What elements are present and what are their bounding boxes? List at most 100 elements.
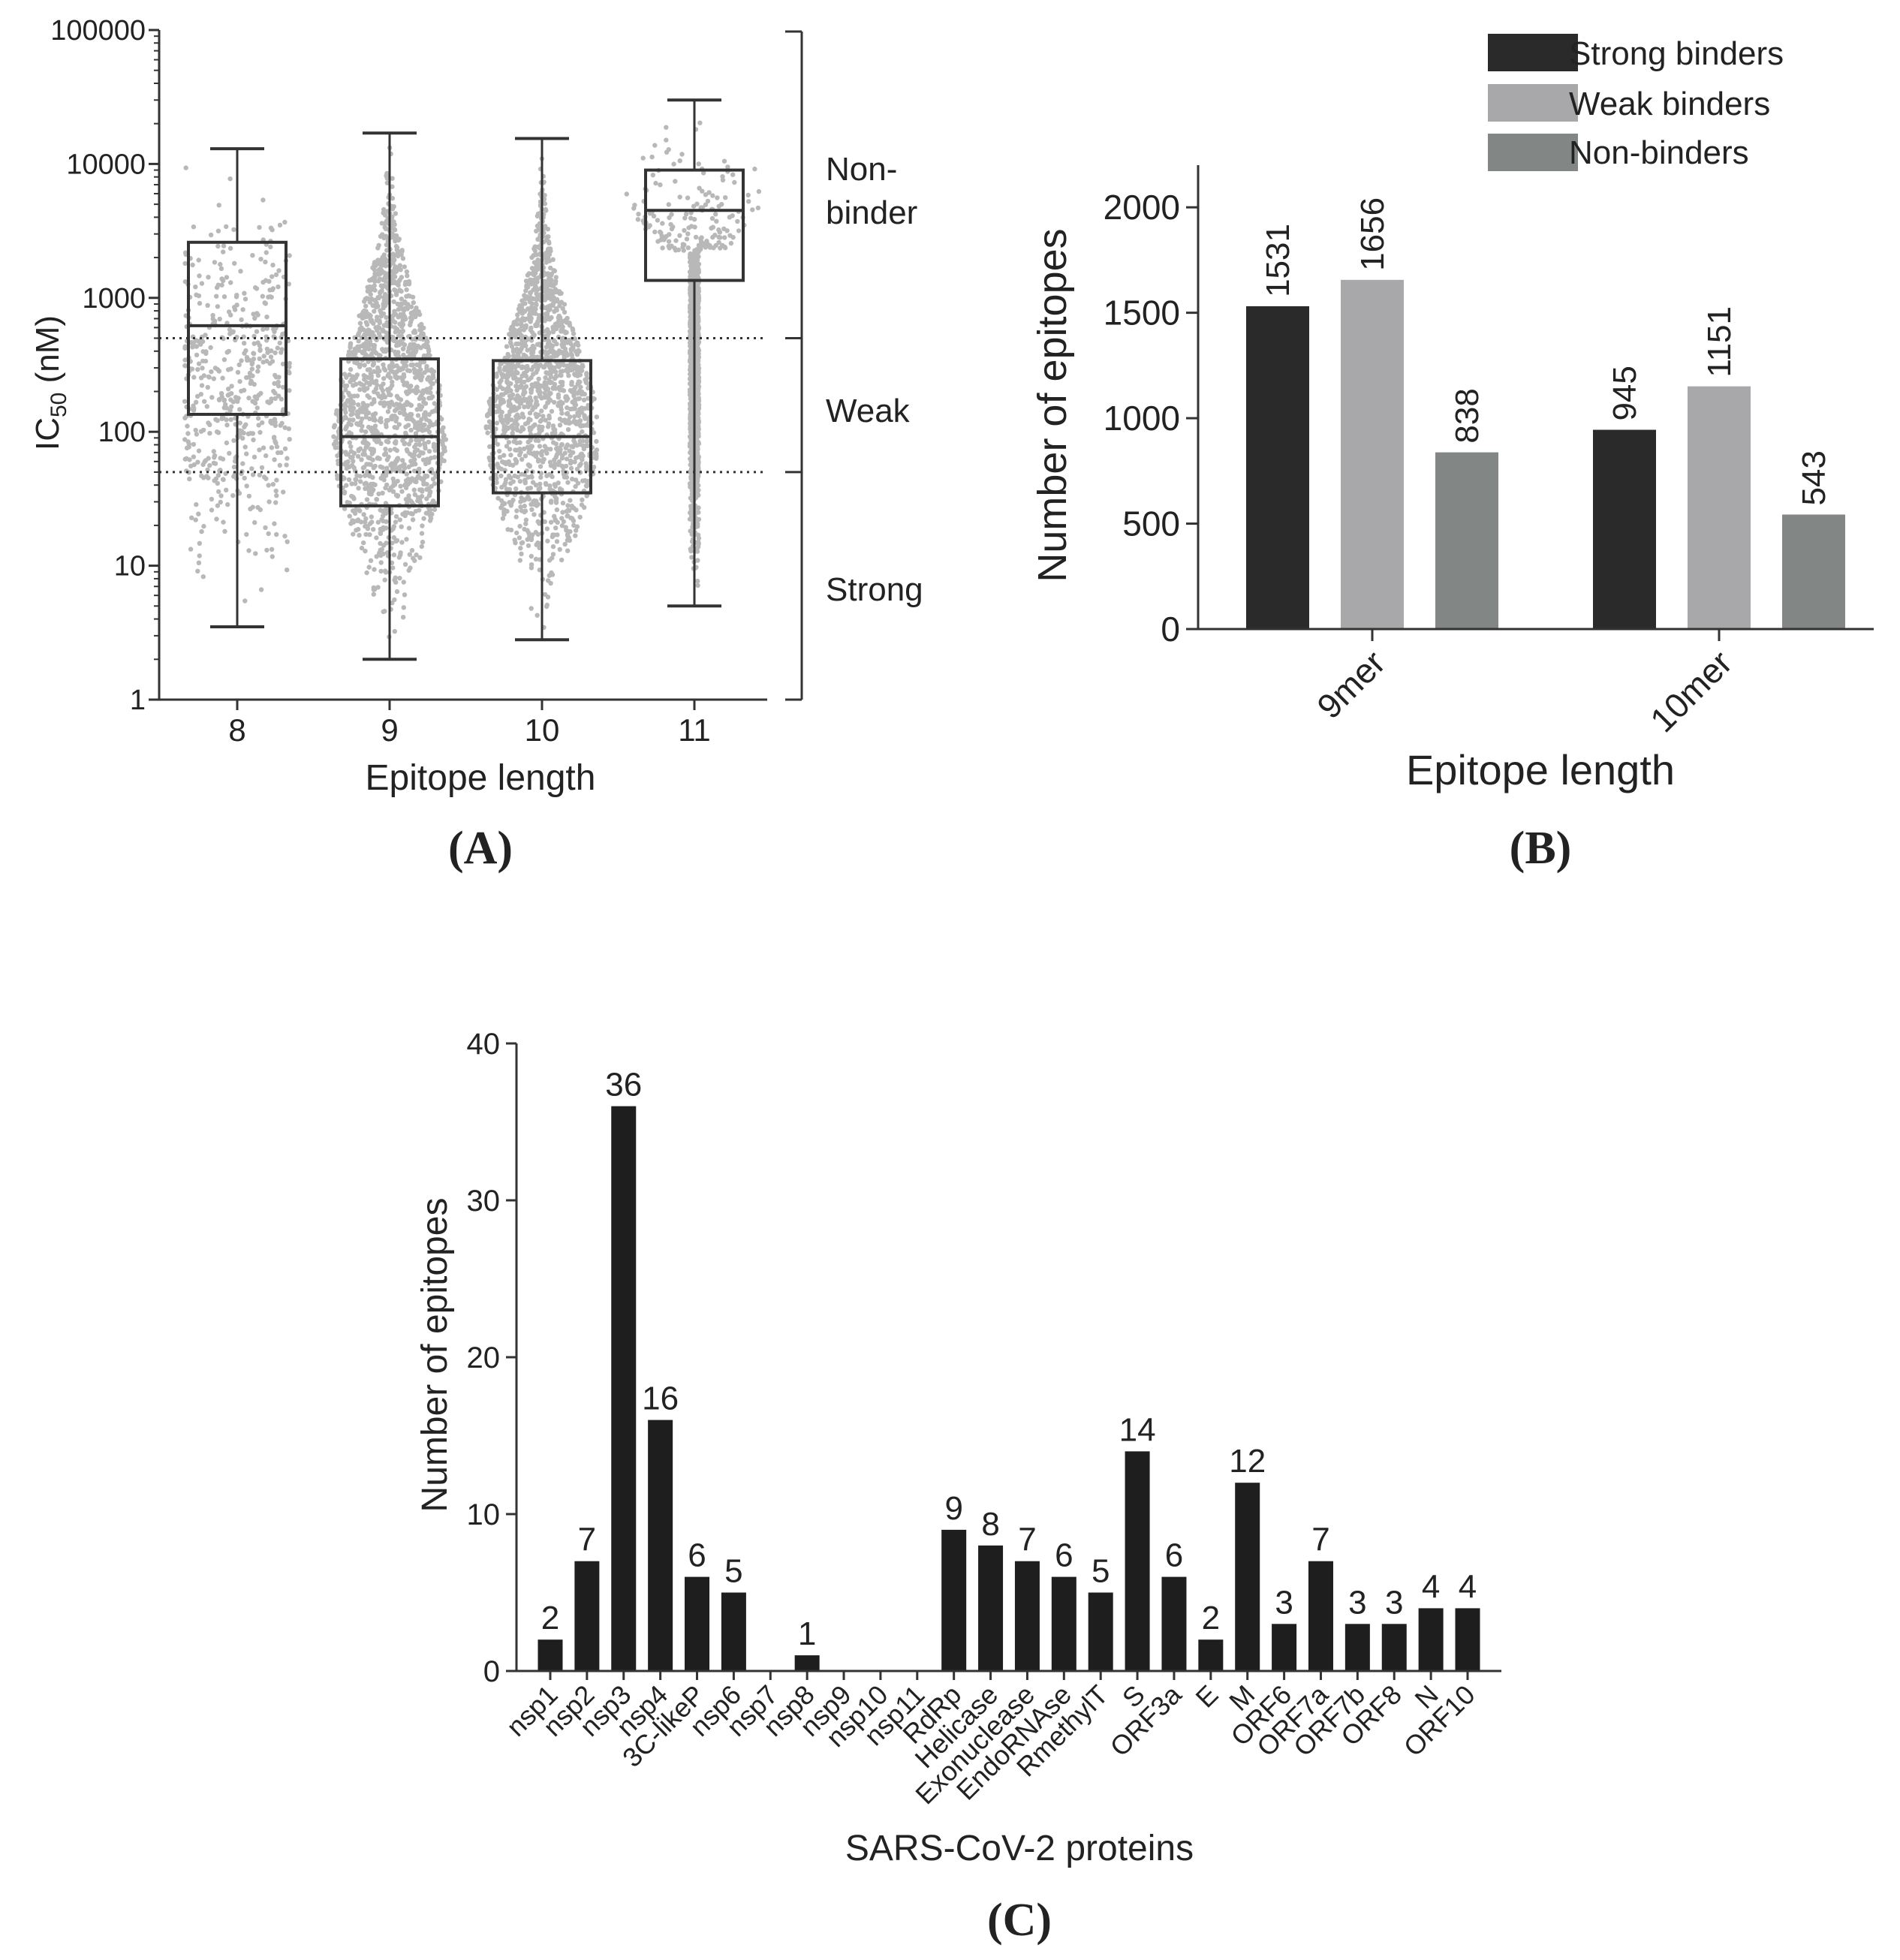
scatter-point	[393, 418, 399, 424]
scatter-point	[411, 487, 417, 492]
scatter-point	[565, 537, 571, 543]
scatter-point	[361, 540, 366, 546]
scatter-point	[521, 446, 527, 451]
scatter-point	[414, 385, 419, 390]
scatter-point	[533, 284, 538, 289]
scatter-point	[212, 260, 218, 265]
scatter-point	[242, 291, 247, 296]
scatter-point	[239, 429, 245, 434]
scatter-point	[390, 601, 395, 606]
scatter-point	[565, 364, 571, 369]
scatter-point	[395, 301, 400, 307]
scatter-point	[427, 489, 433, 495]
scatter-point	[356, 486, 361, 491]
scatter-point	[278, 423, 283, 428]
scatter-point	[534, 381, 540, 387]
scatter-point	[378, 540, 383, 546]
scatter-point	[559, 487, 565, 492]
scatter-point	[414, 407, 420, 412]
scatter-point	[399, 524, 404, 529]
scatter-point	[269, 445, 275, 450]
scatter-point	[348, 422, 354, 427]
scatter-point	[356, 402, 361, 408]
scatter-point	[559, 557, 565, 563]
scatter-point	[394, 339, 399, 345]
scatter-point	[507, 475, 513, 480]
scatter-point	[392, 227, 397, 232]
scatter-point	[196, 448, 202, 453]
scatter-point	[498, 384, 503, 390]
scatter-point	[715, 195, 720, 200]
scatter-point	[554, 446, 559, 451]
scatter-point	[696, 441, 701, 446]
scatter-point	[528, 553, 534, 559]
scatter-point	[546, 331, 552, 336]
scatter-point	[522, 472, 527, 477]
scatter-point	[240, 307, 245, 312]
scatter-point	[182, 363, 188, 369]
scatter-point	[669, 212, 674, 217]
scatter-point	[485, 430, 490, 435]
scatter-point	[402, 411, 407, 417]
scatter-point	[421, 516, 426, 521]
scatter-point	[510, 332, 516, 337]
scatter-point	[200, 339, 206, 345]
scatter-point	[182, 357, 188, 363]
scatter-point	[376, 242, 381, 248]
scatter-point	[505, 351, 510, 357]
scatter-point	[255, 369, 260, 374]
scatter-point	[412, 492, 417, 498]
scatter-point	[355, 518, 360, 524]
scatter-point	[386, 439, 391, 444]
scatter-point	[400, 366, 405, 372]
scatter-point	[664, 233, 669, 239]
scatter-point	[380, 490, 385, 495]
scatter-point	[685, 195, 691, 200]
scatter-point	[419, 531, 425, 536]
scatter-point	[526, 496, 532, 502]
scatter-point	[361, 402, 366, 408]
scatter-point	[723, 195, 728, 200]
scatter-point	[381, 551, 386, 557]
scatter-point	[197, 553, 202, 558]
scatter-point	[369, 514, 374, 519]
scatter-point	[576, 379, 581, 384]
scatter-point	[384, 315, 389, 321]
scatter-point	[394, 327, 400, 332]
scatter-point	[514, 321, 520, 327]
scatter-point	[572, 459, 577, 465]
scatter-point	[384, 540, 389, 546]
scatter-point	[348, 444, 354, 450]
scatter-point	[497, 455, 503, 460]
scatter-point	[383, 570, 389, 575]
scatter-point	[371, 481, 376, 486]
scatter-point	[392, 628, 397, 634]
scatter-point	[574, 352, 580, 357]
scatter-point	[402, 592, 408, 598]
scatter-point	[565, 480, 571, 485]
scatter-point	[209, 369, 214, 375]
scatter-point	[522, 404, 527, 410]
scatter-point	[564, 398, 569, 403]
scatter-point	[579, 451, 585, 456]
scatter-point	[409, 342, 415, 348]
scatter-point	[575, 370, 580, 376]
scatter-point	[381, 381, 386, 387]
scatter-point	[221, 357, 227, 363]
scatter-point	[695, 354, 701, 359]
scatter-point	[378, 259, 383, 264]
scatter-point	[359, 545, 365, 551]
scatter-point	[266, 483, 271, 488]
scatter-point	[584, 483, 589, 489]
scatter-point	[573, 402, 579, 408]
scatter-point	[487, 400, 492, 405]
scatter-point	[553, 281, 559, 286]
scatter-point	[251, 437, 256, 443]
scatter-point	[399, 275, 405, 280]
scatter-point	[736, 228, 742, 233]
scatter-point	[570, 406, 575, 411]
scatter-point	[404, 416, 409, 422]
scatter-point	[550, 324, 556, 330]
scatter-point	[393, 320, 398, 325]
scatter-point	[408, 438, 414, 444]
